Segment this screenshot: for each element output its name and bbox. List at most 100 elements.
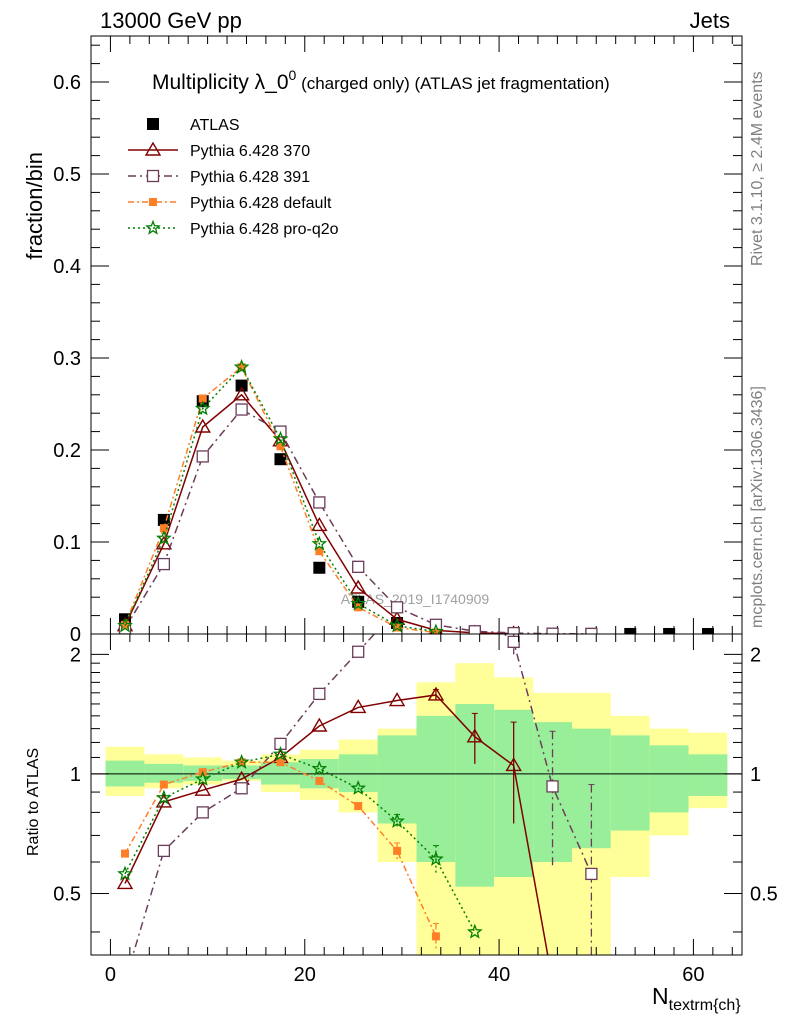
data-point	[233, 386, 250, 401]
ratio-data-point	[507, 635, 520, 648]
ratio-data-point	[427, 686, 445, 701]
header-right-label: Jets	[690, 8, 730, 33]
ratio-panel: 0.5 0.51 12 20 20 40 60 Ratio to ATLAS Ntextrm…	[25, 552, 778, 1014]
data-point	[354, 603, 363, 612]
ratio-data-point	[389, 812, 405, 828]
legend-marker	[144, 141, 162, 156]
data-point	[352, 560, 365, 573]
ratio-data-point	[546, 975, 560, 987]
data-point	[196, 450, 209, 463]
main-y-axis-label: fraction/bin	[22, 152, 47, 260]
ratio-y-axis-label: Ratio to ATLAS	[25, 748, 42, 856]
band-green	[338, 754, 378, 793]
data-point	[428, 623, 444, 634]
ratio-data-point	[546, 780, 559, 793]
ratio-data-point	[585, 867, 598, 881]
main-title: Multiplicity λ_00 (charged only) (ATLAS …	[152, 67, 610, 94]
ratio-data-point	[194, 770, 211, 786]
ratio-y-tick-label-left: 1	[70, 764, 81, 786]
ratio-data-point	[354, 802, 363, 811]
main-title-text: Multiplicity λ_0	[152, 71, 289, 94]
ratio-data-point	[117, 865, 133, 881]
data-point	[155, 529, 172, 546]
data-point	[235, 379, 248, 392]
ratio-data-point	[430, 552, 441, 563]
ratio-data-point	[120, 976, 131, 987]
data-point	[272, 430, 289, 446]
main-y-tick-label: 0.6	[53, 72, 81, 94]
band-green	[688, 754, 728, 796]
data-point	[315, 547, 324, 556]
ratio-y-tick-label-left: 0.5	[53, 883, 81, 905]
data-point	[350, 595, 367, 611]
ratio-data-point	[233, 753, 250, 769]
data-point	[117, 617, 133, 633]
main-y-tick-label: 0.2	[53, 440, 81, 462]
legend-marker	[149, 198, 157, 206]
ratio-data-point	[196, 806, 209, 819]
ratio-uncertainty-bands	[105, 663, 728, 955]
ratio-data-point	[276, 758, 285, 767]
main-y-tick-label: 0.5	[53, 164, 81, 186]
main-frame	[90, 35, 743, 635]
x-tick-label: 40	[488, 964, 510, 986]
series-line	[124, 366, 437, 634]
ratio-data-point	[431, 932, 440, 941]
data-point	[194, 418, 211, 433]
data-point	[624, 627, 637, 634]
data-point	[393, 623, 402, 632]
ratio-data-point	[194, 781, 211, 796]
data-point	[701, 627, 714, 634]
ratio-data-point	[349, 699, 367, 714]
header-left-label: 13000 GeV pp	[100, 8, 242, 33]
main-title-rest: (charged only) (ATLAS jet fragmentation)	[296, 74, 609, 93]
ratio-data-point	[466, 923, 483, 939]
side-label-rivet: Rivet 3.1.10, ≥ 2.4M events	[749, 71, 766, 266]
data-point	[276, 442, 285, 451]
ratio-data-point	[235, 782, 248, 795]
ratio-data-point	[505, 757, 522, 772]
data-point	[157, 557, 171, 571]
data-point	[468, 625, 481, 634]
x-axis-label: Ntextrm{ch}	[652, 983, 741, 1014]
ratio-y-tick-label-right: 0.5	[750, 883, 778, 905]
data-point	[159, 524, 168, 533]
legend-marker	[145, 219, 161, 235]
band-green	[610, 735, 650, 831]
ratio-y-tick-label-right: 1	[750, 764, 761, 786]
ratio-y-tick-label-right: 2	[750, 644, 761, 666]
data-point	[313, 561, 326, 574]
ratio-data-point	[116, 875, 134, 890]
side-label-mcplots: mcplots.cern.ch [arXiv:1306.3436]	[749, 386, 766, 628]
legend-label: Pythia 6.428 370	[190, 143, 310, 160]
band-green	[649, 745, 689, 813]
band-green	[144, 763, 184, 783]
ratio-series-group	[116, 552, 598, 987]
data-point	[198, 394, 207, 403]
legend-marker	[147, 118, 159, 130]
data-point	[311, 517, 328, 532]
data-point	[274, 453, 287, 466]
x-tick-label: 0	[105, 964, 116, 986]
data-point	[233, 358, 250, 374]
ratio-data-point	[157, 844, 171, 858]
x-tick-label: 60	[682, 964, 704, 986]
ratio-data-point	[428, 850, 444, 866]
band-green	[416, 715, 456, 863]
ratio-data-point	[159, 780, 168, 789]
legend-label: Pythia 6.428 default	[190, 195, 332, 212]
data-point	[390, 601, 404, 614]
main-y-tick-label: 0	[70, 624, 81, 646]
x-axis-label-main: N	[652, 983, 669, 1009]
ratio-data-point	[155, 789, 172, 805]
series-line	[124, 393, 514, 634]
data-point	[194, 400, 211, 416]
ratio-data-point	[311, 760, 328, 776]
x-axis-label-sub: textrm{ch}	[669, 997, 742, 1014]
legend-label: ATLAS	[190, 117, 240, 134]
data-point	[235, 403, 248, 416]
legend: ATLAS Pythia 6.428 370 Pythia 6.428 391 Pyt…	[128, 117, 339, 238]
ratio-data-point	[352, 645, 365, 658]
ratio-data-point	[313, 687, 326, 701]
